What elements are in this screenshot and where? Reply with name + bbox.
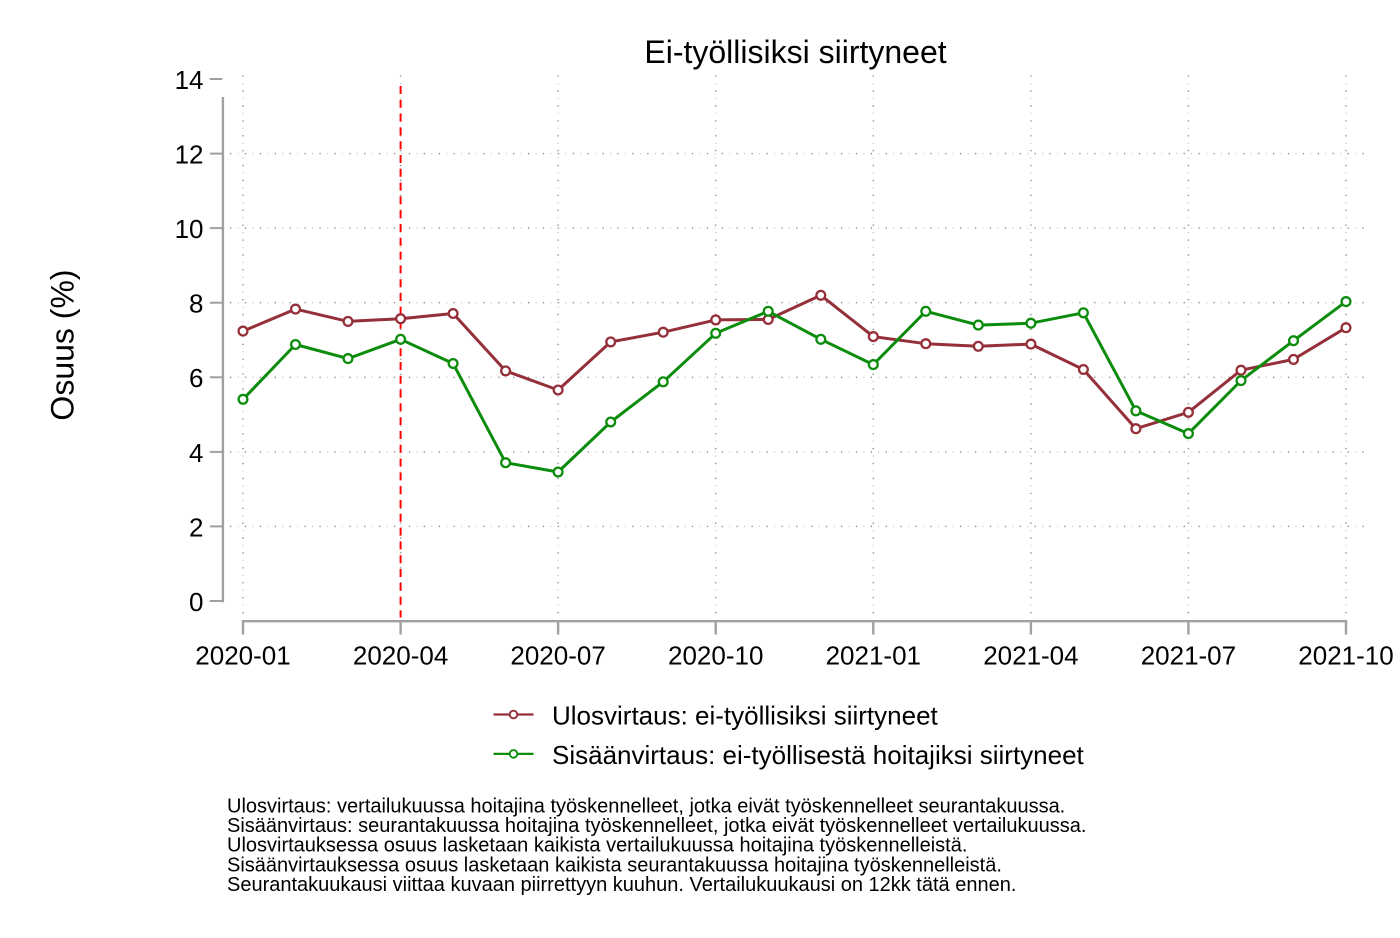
svg-text:Sisäänvirtaus: ei-työllisestä: Sisäänvirtaus: ei-työllisestä hoitajiksi… [552,740,1085,770]
svg-text:Osuus (%): Osuus (%) [44,269,80,420]
svg-text:Ulosvirtauksessa osuus lasketa: Ulosvirtauksessa osuus lasketaan kaikist… [227,835,967,857]
svg-text:6: 6 [189,363,203,393]
svg-text:Ulosvirtaus: vertailukuussa ho: Ulosvirtaus: vertailukuussa hoitajina ty… [227,795,1065,817]
svg-text:2020-04: 2020-04 [353,641,448,671]
svg-text:10: 10 [175,214,204,244]
svg-text:Ulosvirtaus: ei-työllisiksi si: Ulosvirtaus: ei-työllisiksi siirtyneet [552,701,939,731]
svg-text:14: 14 [175,65,204,95]
svg-text:2020-01: 2020-01 [195,641,290,671]
svg-text:2020-10: 2020-10 [668,641,763,671]
svg-text:Sisäänvirtauksessa osuus laske: Sisäänvirtauksessa osuus lasketaan kaiki… [227,854,1002,876]
svg-text:2020-07: 2020-07 [510,641,605,671]
svg-text:2021-07: 2021-07 [1141,641,1236,671]
svg-text:2021-01: 2021-01 [826,641,921,671]
svg-text:2021-10: 2021-10 [1298,641,1393,671]
svg-text:0: 0 [189,587,203,617]
svg-text:8: 8 [189,289,203,319]
svg-text:Sisäänvirtaus: seurantakuussa: Sisäänvirtaus: seurantakuussa hoitajina … [227,815,1086,837]
svg-text:4: 4 [189,438,203,468]
svg-text:Seurantakuukausi viittaa kuvaa: Seurantakuukausi viittaa kuvaan piirrett… [227,874,1016,896]
svg-text:Ei-työllisiksi siirtyneet: Ei-työllisiksi siirtyneet [644,34,946,70]
svg-text:2021-04: 2021-04 [983,641,1078,671]
svg-text:2: 2 [189,512,203,542]
svg-text:12: 12 [175,140,204,170]
